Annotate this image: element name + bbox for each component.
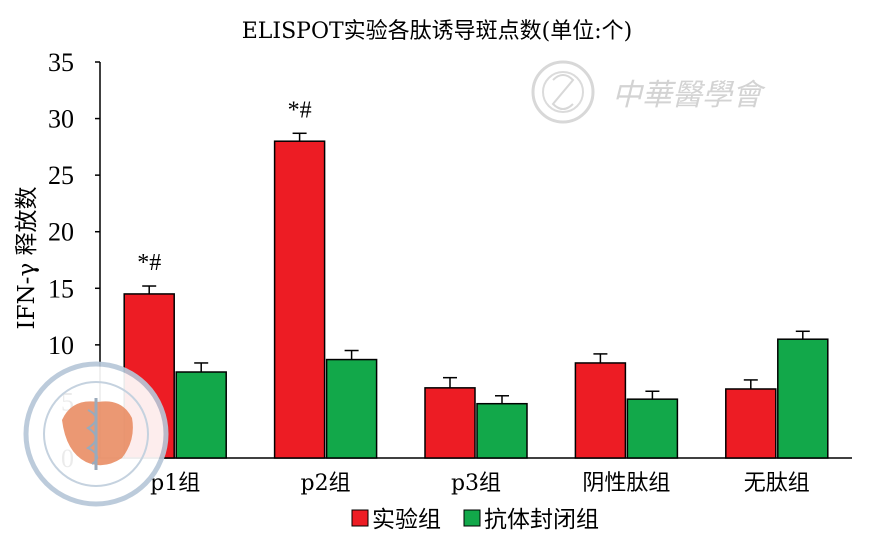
- bar-antibody-block: [626, 398, 679, 459]
- y-ticks: 05101520253035: [48, 48, 100, 473]
- significance-annotation: *#: [288, 97, 312, 123]
- y-tick-label: 20: [48, 218, 74, 247]
- legend-label-experimental: 实验组: [372, 507, 441, 533]
- category-labels: p1组 p2组 p3组 阴性肽组 无肽组: [150, 471, 810, 496]
- watermark-logo-top: 中華醫學會: [531, 60, 766, 124]
- bar-experimental: [725, 388, 777, 459]
- y-tick-label: 10: [48, 331, 74, 360]
- category-label: p1组: [150, 471, 200, 496]
- bar-experimental: [273, 140, 326, 459]
- chart-title: ELISPOT实验各肽诱导斑点数(单位:个): [242, 19, 633, 44]
- y-tick-label: 35: [48, 48, 74, 77]
- y-tick-label: 30: [48, 105, 74, 134]
- category-label: 阴性肽组: [582, 471, 670, 496]
- legend: 实验组 抗体封闭组: [351, 507, 599, 533]
- category-label: p3组: [451, 471, 501, 496]
- bar-antibody-block: [476, 402, 528, 459]
- bars: [123, 132, 829, 459]
- bar-antibody-block: [777, 338, 829, 459]
- watermark-text: 中華醫學會: [612, 78, 766, 113]
- annotations: *# *#: [137, 97, 311, 276]
- y-tick-label: 15: [48, 274, 74, 303]
- significance-annotation: *#: [137, 250, 161, 276]
- legend-swatch-experimental: [351, 509, 369, 527]
- bar-antibody-block: [325, 358, 378, 459]
- category-label: 无肽组: [744, 471, 810, 496]
- bar-experimental: [574, 362, 627, 459]
- category-label: p2组: [301, 471, 351, 496]
- legend-label-antibody-block: 抗体封闭组: [484, 507, 599, 533]
- bar-experimental: [424, 387, 476, 459]
- bar-antibody-block: [175, 371, 227, 459]
- y-tick-label: 25: [48, 161, 74, 190]
- y-axis-label: IFN-γ 释放数: [14, 187, 40, 330]
- watermark-seal-bottom: [23, 361, 169, 507]
- legend-swatch-antibody-block: [463, 509, 481, 527]
